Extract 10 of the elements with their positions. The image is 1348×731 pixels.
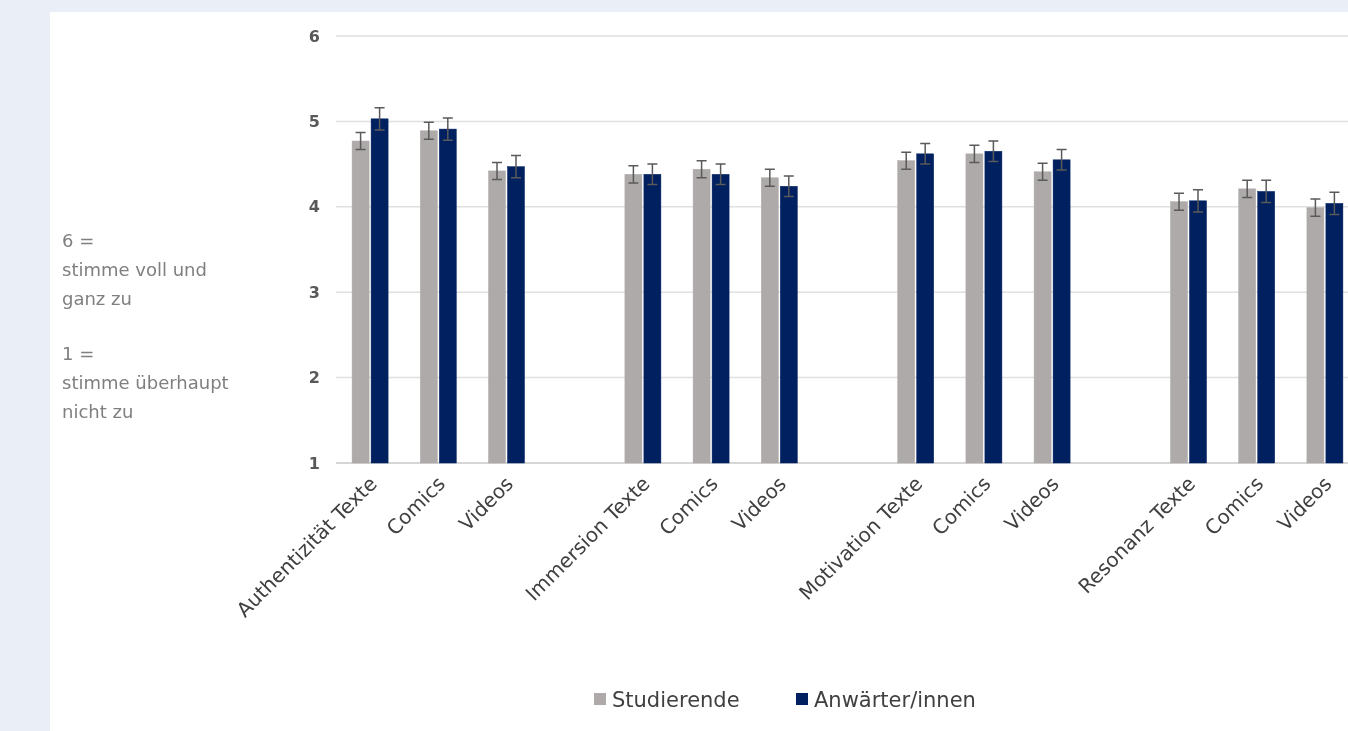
text: 1 = stimme überhaupt nicht zu (62, 343, 229, 422)
y-tick-label: 6 (308, 26, 320, 46)
y-tick-label: 1 (308, 453, 320, 473)
y-tick-label: 4 (308, 197, 320, 217)
y-tick-label: 5 (308, 112, 320, 131)
legend-label: Anwärter/innen (814, 688, 976, 713)
text: 6 = stimme voll und ganz zu (62, 230, 207, 309)
y-tick-label: 3 (308, 282, 320, 302)
y-tick-label: 2 (308, 368, 320, 388)
legend-label: Studierende (612, 688, 740, 713)
